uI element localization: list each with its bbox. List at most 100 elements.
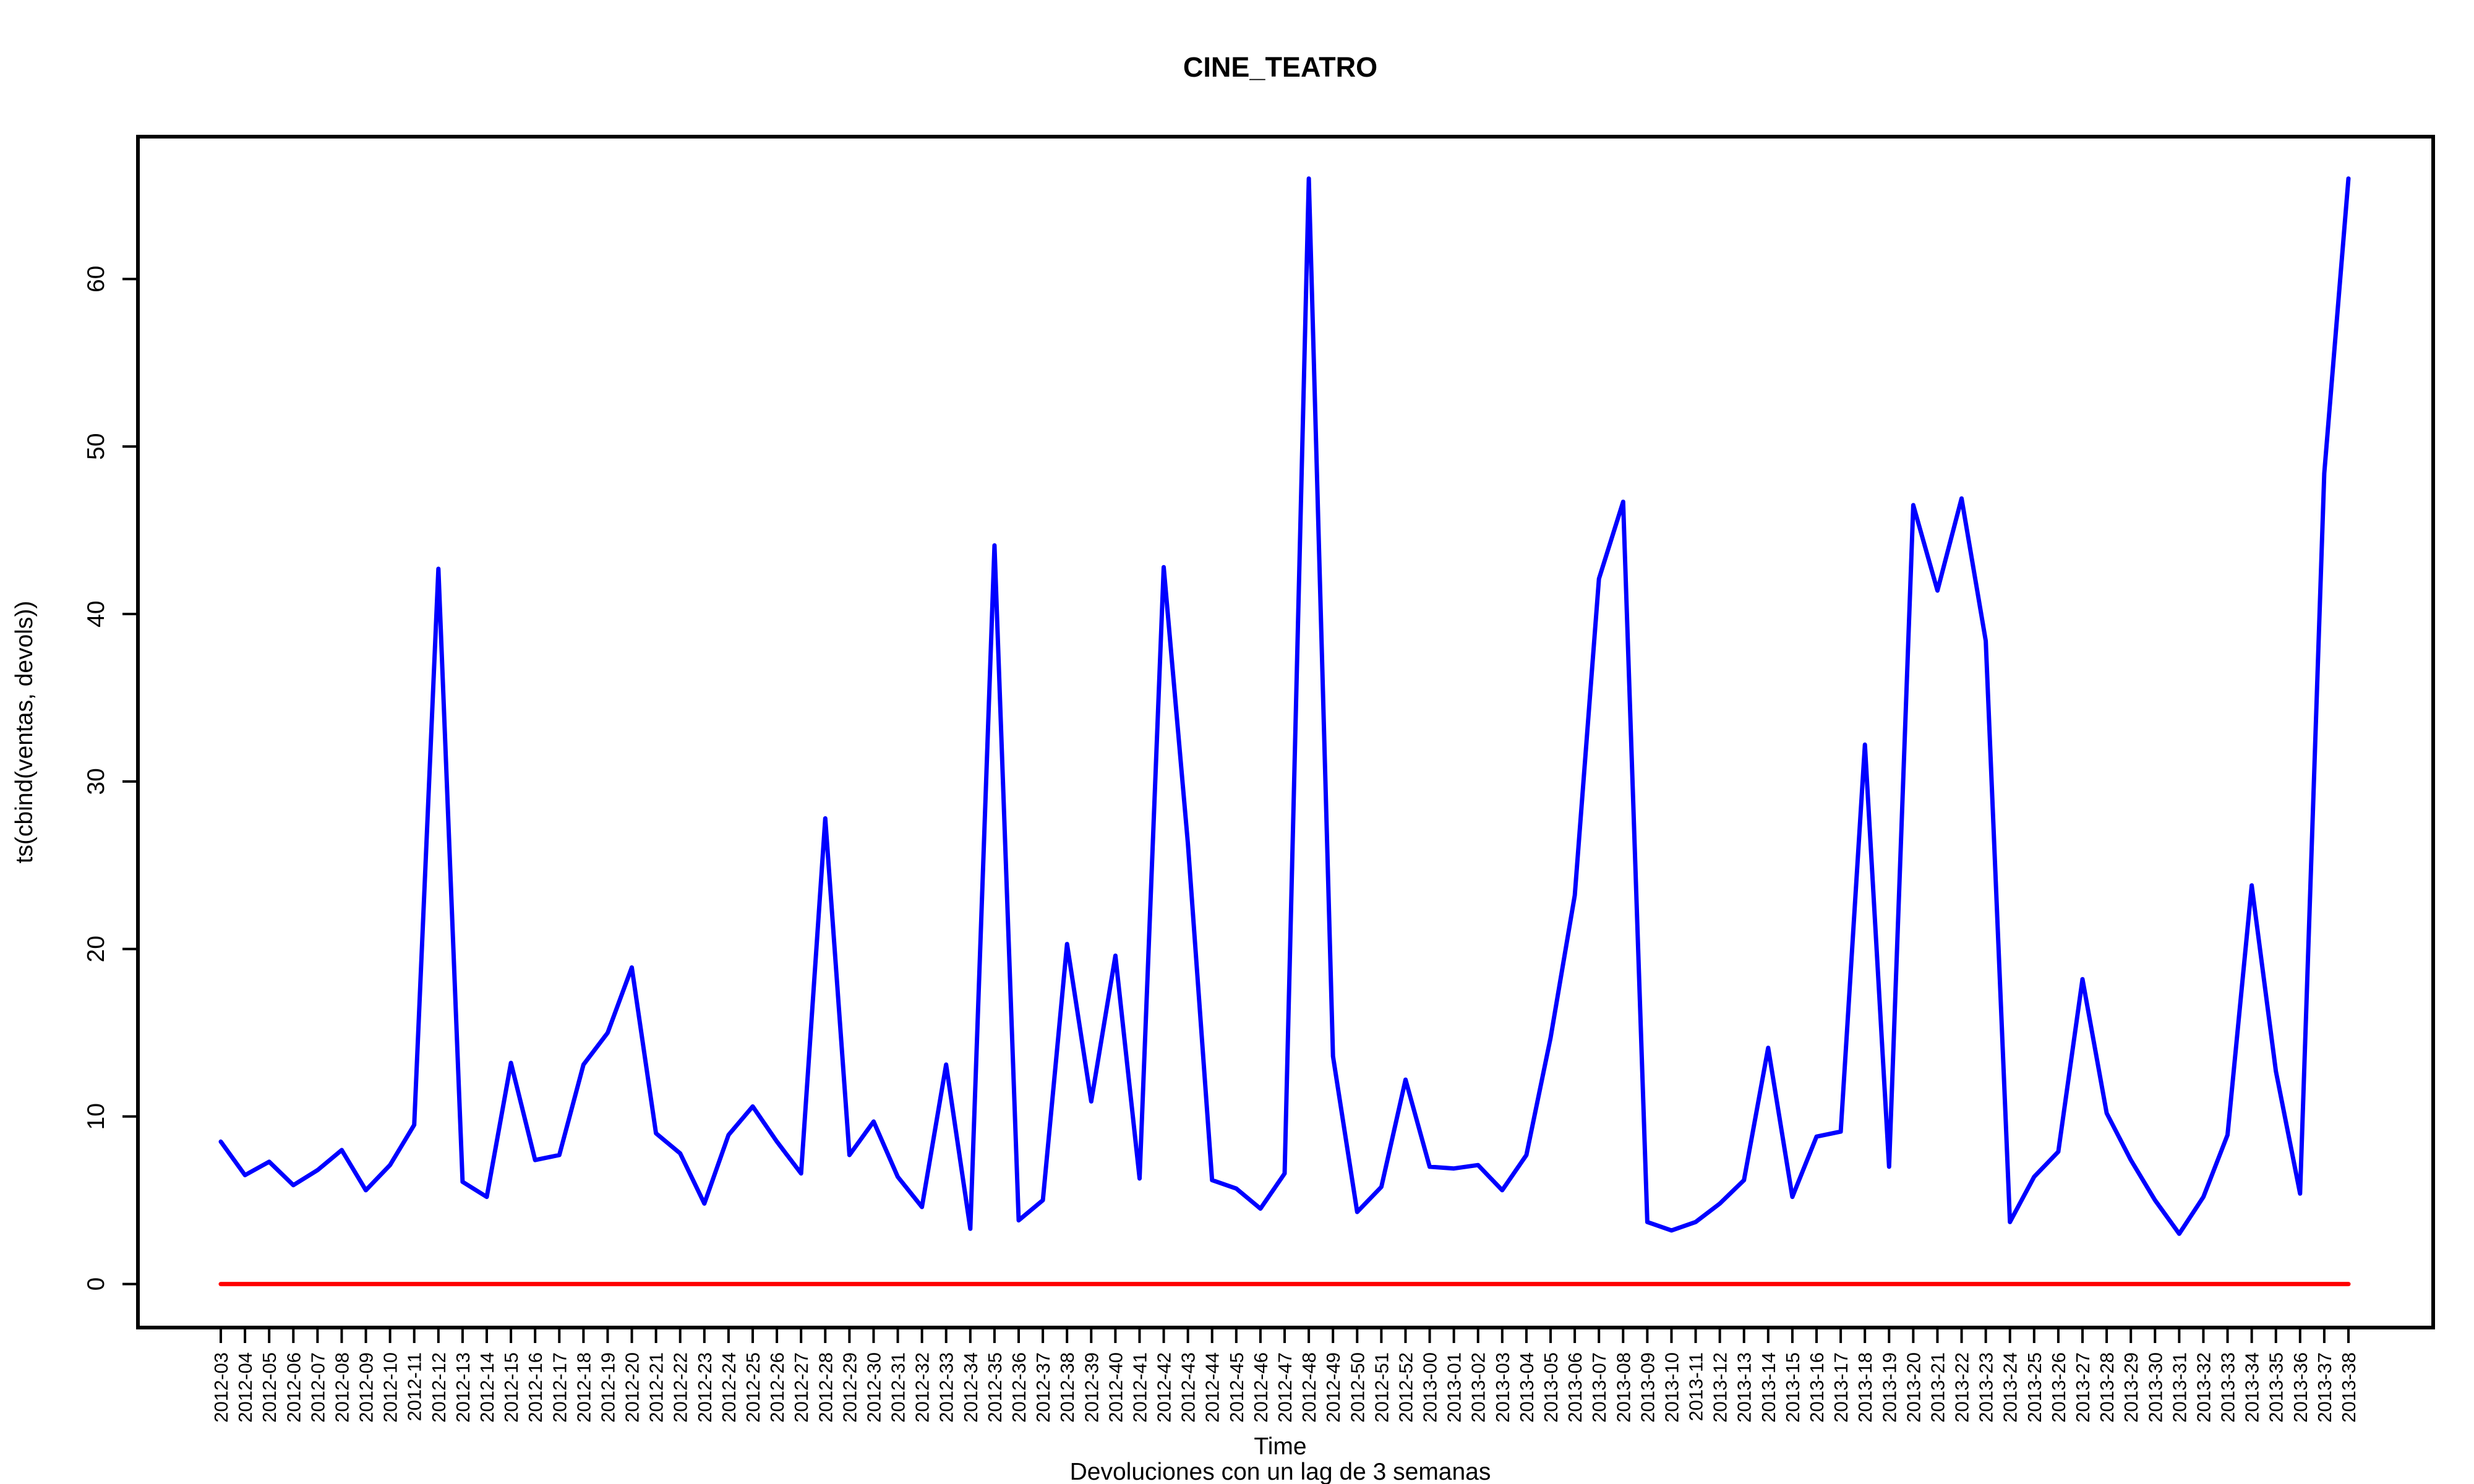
series-layer — [218, 176, 2351, 1287]
x-tick-label: 2012-11 — [404, 1352, 426, 1421]
x-tick-label: 2012-05 — [259, 1352, 280, 1423]
x-tick-label: 2012-23 — [694, 1352, 716, 1423]
x-tick-label: 2013-03 — [1492, 1352, 1513, 1423]
x-tick-label: 2013-26 — [2048, 1352, 2070, 1423]
x-tick-label: 2013-34 — [2241, 1352, 2263, 1423]
x-tick-label: 2012-14 — [476, 1352, 498, 1423]
x-tick-label: 2012-50 — [1346, 1352, 1368, 1423]
x-tick-label: 2013-22 — [1951, 1352, 1973, 1423]
x-tick-label: 2012-26 — [766, 1352, 788, 1423]
x-tick-label: 2012-45 — [1226, 1352, 1248, 1423]
x-tick-label: 2012-36 — [1008, 1352, 1030, 1423]
x-tick-label: 2013-30 — [2144, 1352, 2166, 1423]
x-tick-label: 2013-18 — [1854, 1352, 1876, 1423]
x-tick-label: 2012-04 — [234, 1352, 256, 1423]
x-tick-label: 2012-32 — [912, 1352, 933, 1423]
x-tick-label: 2012-15 — [500, 1352, 522, 1423]
x-tick-label: 2013-31 — [2168, 1352, 2190, 1423]
y-axis: 0 10 20 30 40 50 60 — [83, 266, 138, 1291]
x-axis: 2012-03 2012-04 2012-05 2012-06 2012-07 2012-… — [210, 1328, 2360, 1423]
x-axis-subtitle: Devoluciones con un lag de 3 semanas — [1070, 1459, 1491, 1484]
x-tick-label: 2013-00 — [1419, 1352, 1441, 1423]
x-tick-label: 2012-19 — [597, 1352, 618, 1423]
x-tick-label: 2012-25 — [742, 1352, 764, 1423]
x-tick-label: 2012-38 — [1056, 1352, 1078, 1423]
x-tick-label: 2012-18 — [573, 1352, 594, 1423]
x-tick-label: 2012-43 — [1178, 1352, 1199, 1423]
x-tick-label: 2013-19 — [1878, 1352, 1900, 1423]
chart-title: CINE_TEATRO — [1183, 51, 1377, 83]
x-tick-label: 2013-12 — [1710, 1352, 1731, 1423]
x-tick-label: 2012-37 — [1032, 1352, 1054, 1423]
x-tick-label: 2012-17 — [549, 1352, 570, 1423]
x-tick-label: 2013-05 — [1540, 1352, 1562, 1423]
x-tick-label: 2012-39 — [1081, 1352, 1102, 1423]
x-tick-label: 2013-04 — [1516, 1352, 1538, 1423]
x-tick-label: 2012-41 — [1129, 1352, 1150, 1423]
x-tick-label: 2012-10 — [380, 1352, 401, 1423]
x-tick-label: 2012-47 — [1274, 1352, 1296, 1423]
y-tick-label: 60 — [83, 266, 109, 292]
x-tick-label: 2013-14 — [1758, 1352, 1779, 1423]
x-tick-label: 2013-29 — [2120, 1352, 2142, 1423]
x-tick-label: 2012-09 — [356, 1352, 377, 1423]
x-tick-label: 2013-36 — [2290, 1352, 2311, 1423]
x-tick-label: 2012-13 — [452, 1352, 474, 1423]
x-tick-label: 2013-09 — [1637, 1352, 1658, 1423]
y-axis-label: ts(cbind(ventas, devols)) — [11, 601, 38, 864]
x-tick-label: 2013-25 — [2024, 1352, 2045, 1423]
x-tick-label: 2012-52 — [1395, 1352, 1416, 1423]
x-tick-label: 2012-49 — [1322, 1352, 1344, 1423]
x-tick-label: 2013-23 — [1975, 1352, 1997, 1423]
x-tick-label: 2013-02 — [1468, 1352, 1489, 1423]
x-tick-label: 2012-27 — [790, 1352, 812, 1423]
y-tick-label: 50 — [83, 433, 109, 459]
x-tick-label: 2012-20 — [622, 1352, 643, 1423]
x-tick-label: 2013-16 — [1806, 1352, 1828, 1423]
x-tick-label: 2012-48 — [1298, 1352, 1320, 1423]
x-tick-label: 2012-30 — [863, 1352, 884, 1423]
x-tick-label: 2012-12 — [428, 1352, 450, 1423]
x-tick-label: 2013-38 — [2338, 1352, 2360, 1423]
x-tick-label: 2013-28 — [2096, 1352, 2118, 1423]
x-tick-label: 2013-15 — [1782, 1352, 1804, 1423]
x-tick-label: 2013-11 — [1685, 1352, 1707, 1421]
x-axis-label: Time — [1254, 1433, 1306, 1460]
x-tick-label: 2012-44 — [1202, 1352, 1223, 1423]
x-tick-label: 2012-34 — [960, 1352, 982, 1423]
x-tick-label: 2012-08 — [331, 1352, 353, 1423]
x-tick-label: 2013-10 — [1661, 1352, 1682, 1423]
x-tick-label: 2013-13 — [1734, 1352, 1755, 1423]
x-tick-label: 2013-37 — [2314, 1352, 2335, 1423]
x-tick-label: 2012-31 — [888, 1352, 909, 1423]
y-tick-label: 10 — [83, 1103, 109, 1130]
y-tick-label: 0 — [83, 1277, 109, 1291]
x-tick-label: 2013-27 — [2072, 1352, 2094, 1423]
x-tick-label: 2012-16 — [524, 1352, 546, 1423]
x-tick-label: 2012-28 — [815, 1352, 836, 1423]
x-tick-label: 2012-21 — [646, 1352, 667, 1423]
x-tick-label: 2012-35 — [984, 1352, 1006, 1423]
x-tick-label: 2012-24 — [718, 1352, 740, 1423]
x-tick-label: 2013-01 — [1444, 1352, 1465, 1423]
x-tick-label: 2013-21 — [1927, 1352, 1948, 1423]
x-tick-label: 2012-42 — [1154, 1352, 1175, 1423]
x-tick-label: 2013-17 — [1830, 1352, 1852, 1423]
x-tick-label: 2012-07 — [307, 1352, 328, 1423]
y-tick-label: 30 — [83, 768, 109, 795]
x-tick-label: 2012-22 — [670, 1352, 691, 1423]
x-tick-label: 2012-33 — [936, 1352, 957, 1423]
x-tick-label: 2013-20 — [1903, 1352, 1924, 1423]
x-tick-label: 2013-32 — [2193, 1352, 2214, 1423]
y-tick-label: 40 — [83, 600, 109, 627]
x-tick-label: 2013-07 — [1588, 1352, 1610, 1423]
x-tick-label: 2012-29 — [839, 1352, 860, 1423]
x-tick-label: 2013-08 — [1612, 1352, 1634, 1423]
x-tick-label: 2012-40 — [1105, 1352, 1126, 1423]
x-tick-label: 2013-24 — [2000, 1352, 2021, 1423]
x-tick-label: 2012-51 — [1371, 1352, 1392, 1423]
x-tick-label: 2012-03 — [210, 1352, 232, 1423]
x-tick-label: 2013-33 — [2217, 1352, 2239, 1423]
x-tick-label: 2012-46 — [1250, 1352, 1272, 1423]
